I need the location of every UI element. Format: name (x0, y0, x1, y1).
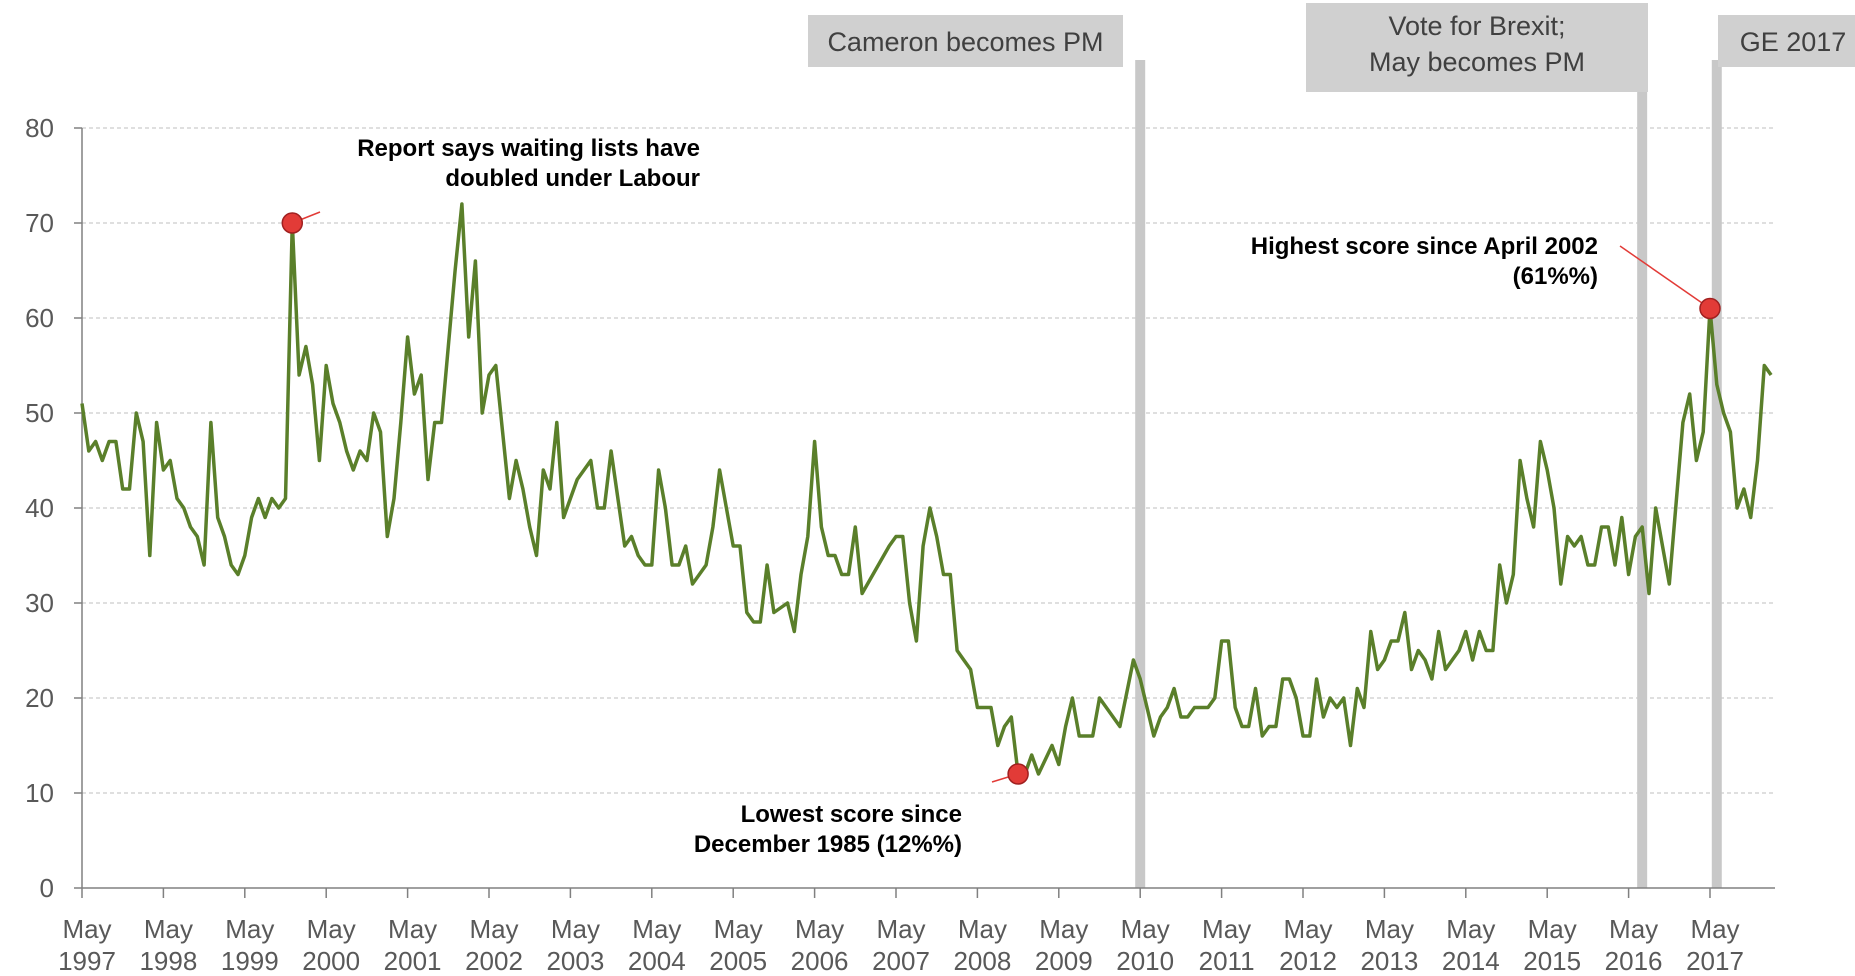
x-tick-label-year: 2008 (953, 946, 1011, 976)
x-tick-label-month: May (62, 914, 111, 944)
x-tick-label-year: 2010 (1116, 946, 1174, 976)
x-tick-label-month: May (1365, 914, 1414, 944)
x-tick-label-month: May (144, 914, 193, 944)
axes: 01020304050607080May1997May1998May1999Ma… (25, 113, 1775, 976)
x-tick-label-year: 2017 (1686, 946, 1744, 976)
event-marker: Vote for Brexit; May becomes PM (1306, 3, 1648, 888)
event-label: Cameron becomes PM (827, 27, 1103, 57)
series-line (80, 202, 1773, 776)
annotation-text: December 1985 (12%%) (694, 831, 962, 858)
annotation-text: doubled under Labour (445, 165, 700, 192)
x-tick-label-month: May (714, 914, 763, 944)
event-label: GE 2017 (1740, 27, 1847, 57)
x-tick-label-year: 2009 (1035, 946, 1093, 976)
x-tick-label-year: 2011 (1199, 946, 1255, 976)
x-tick-label-month: May (876, 914, 925, 944)
y-tick-label: 40 (25, 493, 54, 523)
x-tick-label-year: 2003 (546, 946, 604, 976)
x-tick-label-month: May (1528, 914, 1577, 944)
annotation-marker (281, 212, 304, 234)
event-bar (1637, 60, 1648, 888)
annotation: Lowest score since December 1985 (12%%) (694, 763, 1029, 858)
x-tick-label-month: May (1690, 914, 1739, 944)
x-tick-label-year: 2014 (1442, 946, 1500, 976)
x-tick-label-year: 2006 (791, 946, 849, 976)
event-marker: GE 2017 (1711, 15, 1855, 888)
series-layer (80, 202, 1773, 776)
annotation-marker (1007, 763, 1029, 785)
event-label: May becomes PM (1369, 47, 1585, 77)
y-tick-label: 70 (25, 208, 54, 238)
x-tick-label-year: 2012 (1279, 946, 1337, 976)
x-tick-label-month: May (958, 914, 1007, 944)
x-tick-label-month: May (1446, 914, 1495, 944)
event-bar (1711, 60, 1722, 888)
y-tick-label: 10 (25, 778, 54, 808)
y-tick-label: 30 (25, 588, 54, 618)
x-tick-label-month: May (1283, 914, 1332, 944)
x-tick-label-year: 1997 (58, 946, 116, 976)
y-tick-label: 50 (25, 398, 54, 428)
event-markers: Cameron becomes PM Vote for Brexit; May be… (808, 3, 1855, 888)
x-tick-label-year: 2005 (709, 946, 767, 976)
y-tick-label: 60 (25, 303, 54, 333)
x-tick-label-month: May (1039, 914, 1088, 944)
x-tick-label-year: 2015 (1523, 946, 1581, 976)
event-label: Vote for Brexit; (1388, 11, 1565, 41)
annotations: Report says waiting lists have doubled un… (281, 135, 1721, 858)
annotation-text: Report says waiting lists have (357, 135, 700, 162)
y-tick-label: 20 (25, 683, 54, 713)
x-tick-label-year: 1998 (139, 946, 197, 976)
event-label-box (1718, 15, 1855, 67)
x-tick-label-month: May (551, 914, 600, 944)
x-tick-label-year: 1999 (221, 946, 279, 976)
event-bar (1135, 60, 1146, 888)
annotation-text: (61%%) (1513, 263, 1598, 290)
event-label-box (808, 15, 1123, 67)
annotation: Highest score since April 2002 (61%%) (1251, 233, 1721, 320)
x-tick-label-month: May (1609, 914, 1658, 944)
x-tick-label-year: 2002 (465, 946, 523, 976)
annotation-marker (1699, 297, 1721, 320)
annotation-text: Lowest score since (741, 801, 962, 828)
x-tick-label-month: May (469, 914, 518, 944)
x-tick-label-year: 2016 (1605, 946, 1663, 976)
x-tick-label-year: 2007 (872, 946, 930, 976)
x-tick-label-month: May (388, 914, 437, 944)
x-tick-label-month: May (307, 914, 356, 944)
event-label-box (1306, 3, 1648, 92)
annotation-text: Highest score since April 2002 (1251, 233, 1598, 260)
x-tick-label-year: 2001 (384, 946, 442, 976)
x-tick-label-year: 2013 (1360, 946, 1418, 976)
x-tick-label-month: May (632, 914, 681, 944)
x-tick-label-year: 2000 (302, 946, 360, 976)
grid-lines (82, 127, 1775, 794)
x-tick-label-month: May (225, 914, 274, 944)
y-tick-label: 80 (25, 113, 54, 143)
y-tick-label: 0 (40, 873, 54, 903)
x-tick-label-year: 2004 (628, 946, 686, 976)
annotation-leader (1619, 245, 1711, 310)
annotation: Report says waiting lists have doubled un… (281, 135, 700, 234)
x-tick-label-month: May (1202, 914, 1251, 944)
event-marker: Cameron becomes PM (808, 15, 1146, 888)
x-tick-label-month: May (795, 914, 844, 944)
x-tick-label-month: May (1121, 914, 1170, 944)
